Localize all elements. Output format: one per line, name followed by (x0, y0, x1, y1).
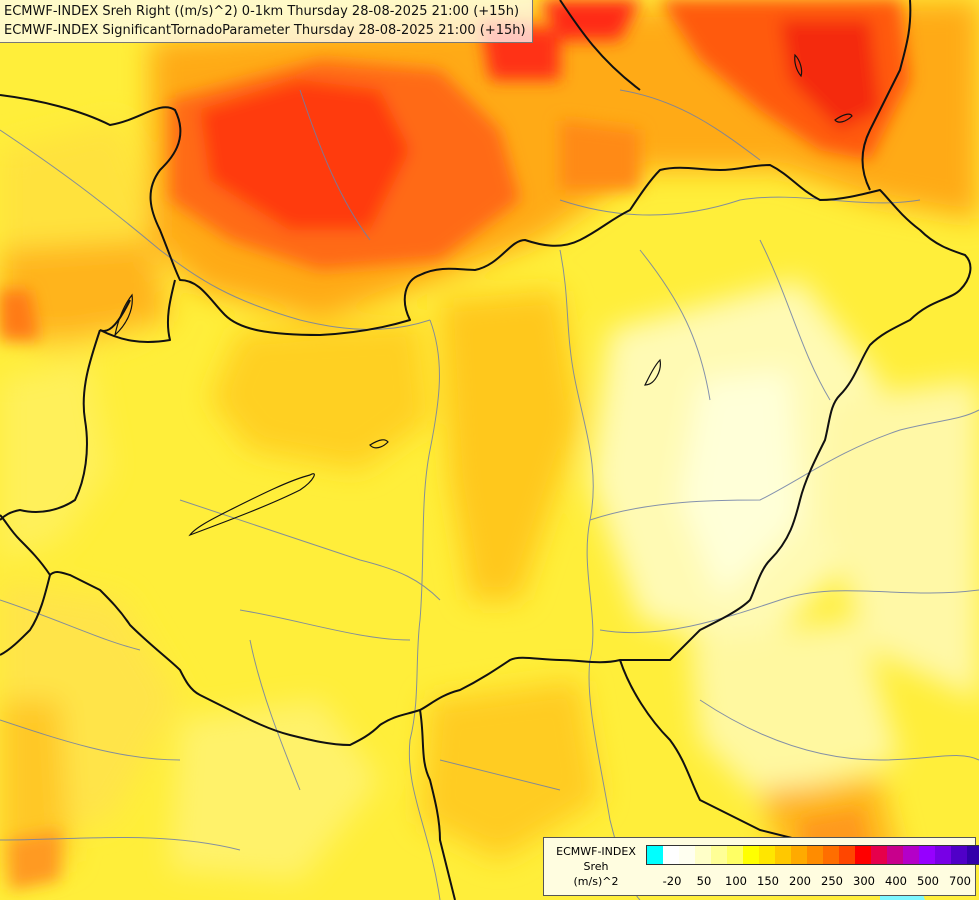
legend-title-model: ECMWF-INDEX (556, 845, 636, 858)
legend-swatch (807, 846, 823, 864)
legend-swatch (663, 846, 679, 864)
legend-swatch (823, 846, 839, 864)
legend-swatch (951, 846, 967, 864)
legend-tick-label: 200 (789, 874, 811, 888)
legend-swatch (887, 846, 903, 864)
legend-tick-label: -20 (662, 874, 682, 888)
legend-swatch (855, 846, 871, 864)
legend-tick-label: 700 (949, 874, 971, 888)
legend-tick-label: 400 (885, 874, 907, 888)
legend-swatch (967, 846, 979, 864)
legend-swatch (695, 846, 711, 864)
map-header: ECMWF-INDEX Sreh Right ((m/s)^2) 0-1km T… (0, 0, 533, 43)
lakes (114, 53, 853, 537)
legend-title: ECMWF-INDEX Sreh (m/s)^2 (546, 844, 646, 889)
legend-swatch (919, 846, 935, 864)
legend-tick-label: 500 (917, 874, 939, 888)
legend-swatch (711, 846, 727, 864)
legend-swatch (679, 846, 695, 864)
legend-color-bar (646, 845, 979, 865)
legend-swatch (727, 846, 743, 864)
legend-ticks: -20 50 100 150 200 250 300 400 500 700 (646, 874, 976, 890)
legend-tick-label: 250 (821, 874, 843, 888)
legend-title-unit: (m/s)^2 (573, 875, 619, 888)
legend-swatch (775, 846, 791, 864)
legend-tick-label: 300 (853, 874, 875, 888)
legend-swatch (647, 846, 663, 864)
legend-title-param: Sreh (583, 860, 609, 873)
legend-tick-label: 50 (696, 874, 712, 888)
header-line-stp: ECMWF-INDEX SignificantTornadoParameter … (4, 23, 526, 38)
legend-swatch (903, 846, 919, 864)
legend-swatch (935, 846, 951, 864)
legend-swatch (871, 846, 887, 864)
legend-swatch (743, 846, 759, 864)
header-line-sreh: ECMWF-INDEX Sreh Right ((m/s)^2) 0-1km T… (4, 4, 520, 19)
legend-tick-label: 100 (725, 874, 747, 888)
rivers (0, 89, 979, 900)
legend-swatch (791, 846, 807, 864)
color-legend: ECMWF-INDEX Sreh (m/s)^2 -20 50 100 150 200 2… (543, 837, 979, 896)
legend-swatch (839, 846, 855, 864)
legend-tick-label: 150 (757, 874, 779, 888)
legend-swatch (759, 846, 775, 864)
